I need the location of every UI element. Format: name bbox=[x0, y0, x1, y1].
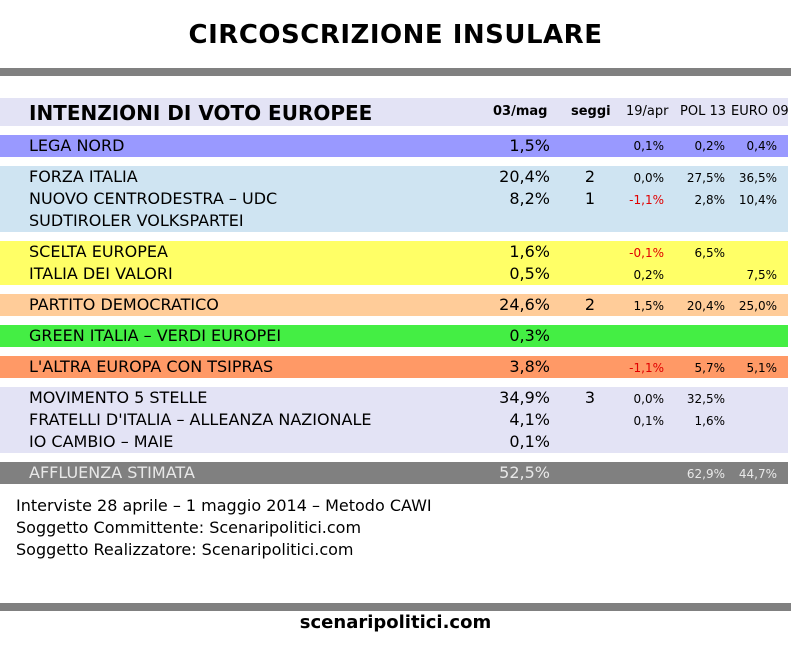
party-pol: 27,5% bbox=[686, 171, 725, 185]
table-row: PARTITO DEMOCRATICO 24,6% 2 1,5% 20,4% 2… bbox=[0, 294, 788, 316]
party-apr: 0,2% bbox=[633, 268, 665, 282]
table-row: GREEN ITALIA – VERDI EUROPEI 0,3% bbox=[0, 325, 788, 347]
group-centrodestra: FORZA ITALIA 20,4% 2 0,0% 27,5% 36,5% NU… bbox=[0, 166, 788, 232]
party-euro: 7,5% bbox=[746, 268, 778, 282]
party-pol: 0,2% bbox=[694, 139, 726, 153]
bottom-divider bbox=[0, 603, 791, 611]
party-euro: 5,1% bbox=[746, 361, 778, 375]
column-header-april: 19/apr bbox=[626, 104, 669, 119]
party-name: L'ALTRA EUROPA CON TSIPRAS bbox=[29, 357, 274, 376]
party-euro: 10,4% bbox=[738, 193, 777, 207]
table-row: IO CAMBIO – MAIE 0,1% bbox=[0, 431, 788, 453]
party-apr: 0,1% bbox=[633, 139, 665, 153]
affluenza-euro: 44,7% bbox=[738, 467, 777, 481]
party-name: SCELTA EUROPEA bbox=[29, 242, 168, 261]
affluenza-label: AFFLUENZA STIMATA bbox=[29, 463, 195, 482]
table-row: MOVIMENTO 5 STELLE 34,9% 3 0,0% 32,5% bbox=[0, 387, 788, 409]
party-apr: -0,1% bbox=[629, 246, 664, 260]
affluenza-value: 52,5% bbox=[499, 463, 550, 482]
table-row: FRATELLI D'ITALIA – ALLEANZA NAZIONALE 4… bbox=[0, 409, 788, 431]
party-value: 34,9% bbox=[499, 388, 550, 407]
party-value: 1,6% bbox=[509, 242, 550, 261]
party-seats: 3 bbox=[584, 388, 596, 407]
group-tsipras: L'ALTRA EUROPA CON TSIPRAS 3,8% -1,1% 5,… bbox=[0, 356, 788, 378]
table-row: NUOVO CENTRODESTRA – UDC 8,2% 1 -1,1% 2,… bbox=[0, 188, 788, 210]
party-value: 8,2% bbox=[509, 189, 550, 208]
party-name: FORZA ITALIA bbox=[29, 167, 138, 186]
table-row: FORZA ITALIA 20,4% 2 0,0% 27,5% 36,5% bbox=[0, 166, 788, 188]
table-row: LEGA NORD 1,5% 0,1% 0,2% 0,4% bbox=[0, 135, 788, 157]
party-value: 4,1% bbox=[509, 410, 550, 429]
party-name: NUOVO CENTRODESTRA – UDC bbox=[29, 189, 278, 208]
party-seats: 2 bbox=[584, 167, 596, 186]
party-apr: -1,1% bbox=[629, 193, 664, 207]
methodology-notes: Interviste 28 aprile – 1 maggio 2014 – M… bbox=[16, 495, 432, 561]
footer-site: scenaripolitici.com bbox=[299, 612, 492, 633]
party-value: 20,4% bbox=[499, 167, 550, 186]
top-divider bbox=[0, 68, 791, 76]
note-realizzatore: Soggetto Realizzatore: Scenaripolitici.c… bbox=[16, 540, 354, 559]
note-committente: Soggetto Committente: Scenaripolitici.co… bbox=[16, 518, 362, 537]
page-title: CIRCOSCRIZIONE INSULARE bbox=[188, 20, 603, 50]
table-title: INTENZIONI DI VOTO EUROPEE bbox=[29, 101, 373, 125]
party-euro: 25,0% bbox=[738, 299, 777, 313]
column-header-pol13: POL 13 bbox=[680, 104, 726, 119]
party-euro: 36,5% bbox=[738, 171, 777, 185]
affluenza-pol: 62,9% bbox=[686, 467, 725, 481]
group-centro: SCELTA EUROPEA 1,6% -0,1% 6,5% ITALIA DE… bbox=[0, 241, 788, 285]
party-pol: 5,7% bbox=[694, 361, 726, 375]
table-row: SCELTA EUROPEA 1,6% -0,1% 6,5% bbox=[0, 241, 788, 263]
party-pol: 6,5% bbox=[694, 246, 726, 260]
party-apr: 0,1% bbox=[633, 414, 665, 428]
party-apr: 0,0% bbox=[633, 171, 665, 185]
group-affluenza: AFFLUENZA STIMATA 52,5% 62,9% 44,7% bbox=[0, 462, 788, 484]
table-row: SUDTIROLER VOLKSPARTEI bbox=[0, 210, 788, 232]
party-name: GREEN ITALIA – VERDI EUROPEI bbox=[29, 326, 282, 345]
party-seats: 1 bbox=[584, 189, 596, 208]
party-value: 1,5% bbox=[509, 136, 550, 155]
party-apr: 0,0% bbox=[633, 392, 665, 406]
party-euro: 0,4% bbox=[746, 139, 778, 153]
party-value: 0,5% bbox=[509, 264, 550, 283]
party-name: ITALIA DEI VALORI bbox=[29, 264, 173, 283]
table-row: ITALIA DEI VALORI 0,5% 0,2% 7,5% bbox=[0, 263, 788, 285]
group-pd: PARTITO DEMOCRATICO 24,6% 2 1,5% 20,4% 2… bbox=[0, 294, 788, 316]
party-seats: 2 bbox=[584, 295, 596, 314]
party-pol: 2,8% bbox=[694, 193, 726, 207]
party-name: SUDTIROLER VOLKSPARTEI bbox=[29, 211, 244, 230]
column-header-euro09: EURO 09 bbox=[731, 104, 789, 119]
party-name: FRATELLI D'ITALIA – ALLEANZA NAZIONALE bbox=[29, 410, 372, 429]
table-row: L'ALTRA EUROPA CON TSIPRAS 3,8% -1,1% 5,… bbox=[0, 356, 788, 378]
party-apr: 1,5% bbox=[633, 299, 665, 313]
party-name: MOVIMENTO 5 STELLE bbox=[29, 388, 208, 407]
party-value: 0,1% bbox=[509, 432, 550, 451]
note-interviews: Interviste 28 aprile – 1 maggio 2014 – M… bbox=[16, 496, 432, 515]
party-value: 3,8% bbox=[509, 357, 550, 376]
table-row: AFFLUENZA STIMATA 52,5% 62,9% 44,7% bbox=[0, 462, 788, 484]
group-green: GREEN ITALIA – VERDI EUROPEI 0,3% bbox=[0, 325, 788, 347]
party-name: LEGA NORD bbox=[29, 136, 125, 155]
group-m5s: MOVIMENTO 5 STELLE 34,9% 3 0,0% 32,5% FR… bbox=[0, 387, 788, 453]
party-pol: 1,6% bbox=[694, 414, 726, 428]
party-pol: 20,4% bbox=[686, 299, 725, 313]
group-lega: LEGA NORD 1,5% 0,1% 0,2% 0,4% bbox=[0, 135, 788, 157]
party-apr: -1,1% bbox=[629, 361, 664, 375]
column-header-date: 03/mag bbox=[493, 104, 548, 119]
party-pol: 32,5% bbox=[686, 392, 725, 406]
column-header-seats: seggi bbox=[571, 104, 611, 119]
party-value: 24,6% bbox=[499, 295, 550, 314]
table-header bbox=[0, 98, 788, 126]
party-value: 0,3% bbox=[509, 326, 550, 345]
party-name: IO CAMBIO – MAIE bbox=[29, 432, 174, 451]
party-name: PARTITO DEMOCRATICO bbox=[29, 295, 219, 314]
